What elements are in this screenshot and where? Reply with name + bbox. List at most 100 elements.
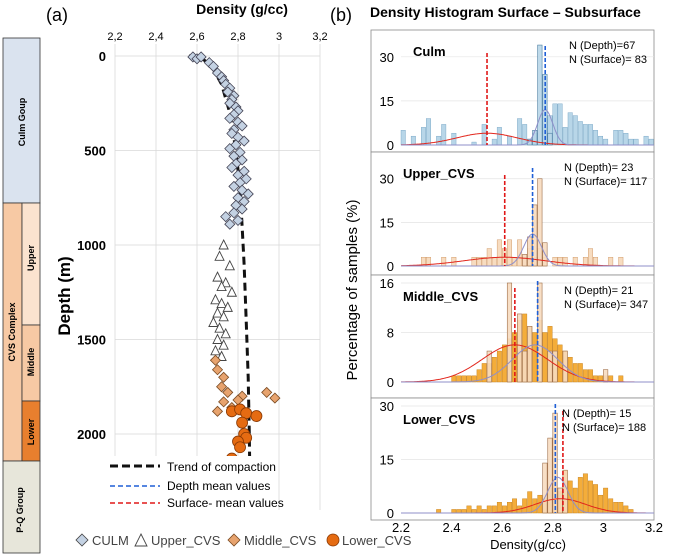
surface-bar-culm (410, 135, 416, 146)
surface-bar-culm (562, 127, 568, 146)
trend-of-compaction-line (188, 54, 252, 510)
surface-bar-culm (598, 135, 604, 146)
n-surface-lower-cvs: N (Surface)= 188 (562, 422, 646, 434)
point-upper-cvs (216, 350, 227, 361)
histogram-y-tick-label: 0 (387, 375, 394, 390)
surface-bar-lower-cvs (577, 477, 583, 514)
point-culm (224, 218, 236, 230)
histogram-name-middle-cvs: Middle_CVS (403, 289, 478, 304)
histogram-middle-cvs: 0 8 16 Middle_CVS N (Depth)= 21 N (Surface)= … (370, 274, 655, 399)
point-middle-cvs (261, 386, 273, 398)
scatter-title: Density (g/cc) (196, 1, 288, 17)
surface-bar-upper-cvs (517, 239, 523, 267)
depth-bar-middle-cvs (547, 350, 553, 383)
histogram-lower-cvs: 0 15 30 Lower_CVS N (Depth)= 15 N (Surface)= … (370, 397, 655, 521)
scatter-x-tick-label: 2,4 (148, 31, 163, 43)
culm-legend-marker (75, 533, 89, 547)
scatter-x-tick-label: 3,2 (312, 31, 327, 43)
surface-bar-upper-cvs (562, 257, 568, 267)
depth-axis-label: Depth (m) (55, 256, 74, 335)
depth-bar-lower-cvs (547, 437, 553, 514)
surface-bar-upper-cvs (471, 257, 477, 267)
point-culm (242, 188, 254, 200)
surface-bar-middle-cvs (502, 344, 507, 383)
surface-bar-culm (628, 138, 634, 146)
surface-bar-middle-cvs (466, 375, 472, 383)
histogram-y-tick-label: 0 (387, 506, 394, 521)
surface-bar-culm (603, 138, 609, 146)
surface-bar-upper-cvs (486, 248, 492, 267)
scatter-y-tick-label: 2000 (77, 427, 106, 442)
surface-bar-culm (491, 138, 497, 146)
depth-curve-upper-cvs (401, 233, 654, 267)
depth-bar-upper-cvs (527, 236, 533, 267)
point-middle-cvs (218, 371, 230, 383)
surface-bar-middle-cvs (588, 369, 593, 383)
histogram-x-ticks: 2.2 2.4 2.6 2.8 3 3.2 (392, 520, 663, 535)
trend-legend-label: Trend of compaction (167, 460, 276, 474)
point-upper-cvs (226, 286, 238, 297)
point-upper-cvs (212, 271, 223, 282)
point-culm (224, 143, 236, 155)
depth-bar-culm (532, 130, 538, 146)
middle-cvs-legend-label: Middle_CVS (244, 533, 317, 548)
panel-label-b: (b) (330, 5, 352, 25)
depth-curve-lower-cvs (401, 476, 654, 514)
point-upper-cvs (224, 259, 236, 271)
surface-bar-culm (643, 135, 649, 146)
n-depth-middle-cvs: N (Depth)= 21 (564, 285, 633, 297)
surface-bar-culm (436, 135, 442, 146)
histogram-upper-cvs: 0 15 30 Upper_CVS N (Depth)= 23 N (Surface)= … (370, 151, 655, 276)
n-depth-culm: N (Depth)=67 (569, 40, 635, 52)
point-culm (224, 112, 236, 124)
surface-bar-culm (582, 124, 588, 146)
histogram-name-upper-cvs: Upper_CVS (403, 166, 475, 181)
surface-bar-upper-cvs (618, 257, 624, 267)
surface-bar-upper-cvs (496, 239, 502, 267)
depth-curve-culm (401, 109, 654, 146)
surface-bar-culm (507, 135, 512, 146)
surface-bar-middle-cvs (471, 375, 477, 383)
point-culm (228, 180, 240, 192)
scatter-x-tick-label: 2,8 (230, 31, 245, 43)
surface-bar-lower-cvs (532, 498, 538, 514)
point-culm (207, 60, 219, 72)
pq-group-zone (2, 460, 41, 554)
surface-bar-culm (623, 133, 629, 146)
scatter-y-ticks: 0 500 1000 1500 2000 (77, 49, 106, 442)
histogram-x-tick-label: 3.2 (645, 520, 663, 535)
point-middle-cvs (211, 405, 224, 417)
point-upper-cvs (214, 250, 225, 261)
depth-bar-middle-cvs (603, 369, 609, 383)
surface-bar-lower-cvs (486, 505, 492, 514)
surface-bar-culm (517, 118, 523, 146)
surface-bar-culm (426, 118, 431, 146)
surface-bar-culm (400, 130, 406, 146)
histogram-x-tick-label: 2.6 (493, 520, 511, 535)
surface-bar-middle-cvs (496, 350, 502, 383)
point-upper-cvs (216, 297, 227, 309)
surface-bar-culm (557, 103, 563, 146)
upper-cvs-legend-label: Upper_CVS (151, 533, 221, 548)
surface-bar-upper-cvs (557, 257, 563, 267)
surface-bar-culm (441, 124, 447, 146)
n-surface-culm: N (Surface)= 83 (569, 54, 647, 66)
surface-bar-middle-cvs (456, 375, 462, 383)
middle-label: Middle (26, 348, 36, 377)
n-depth-upper-cvs: N (Depth)= 23 (564, 162, 633, 174)
surface-bar-lower-cvs (522, 498, 528, 514)
histogram-culm: 0 15 30 Culm N (Depth)=67 N (Surface)= 83 (370, 29, 655, 153)
surface-bar-middle-cvs (582, 369, 588, 383)
scatter-x-ticks: 2,2 2,4 2,6 2,8 3 3,2 (107, 31, 327, 43)
point-upper-cvs (212, 307, 223, 318)
surface-bar-middle-cvs (491, 357, 497, 383)
surface-bar-lower-cvs (451, 509, 457, 514)
surface-bar-lower-cvs (496, 502, 502, 514)
surface-bar-culm (593, 130, 598, 146)
surface-bar-culm (633, 138, 639, 146)
depth-bar-lower-cvs (542, 462, 548, 514)
point-upper-cvs (210, 293, 221, 305)
depth-bar-lower-cvs (557, 487, 563, 514)
histogram-y-tick-label: 30 (380, 399, 394, 414)
